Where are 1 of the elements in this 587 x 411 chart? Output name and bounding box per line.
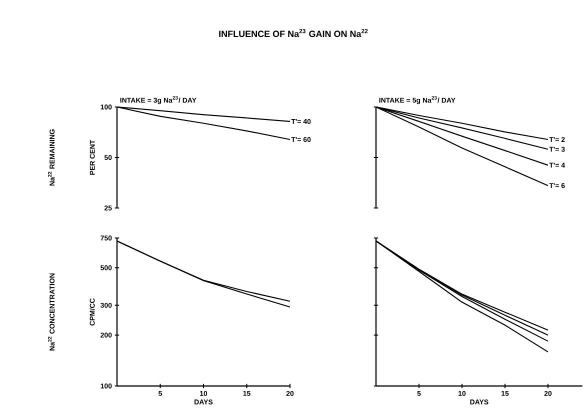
chart-title: INFLUENCE OF Na$^{23}$ GAIN ON Na$^{22}$ xyxy=(219,28,368,38)
